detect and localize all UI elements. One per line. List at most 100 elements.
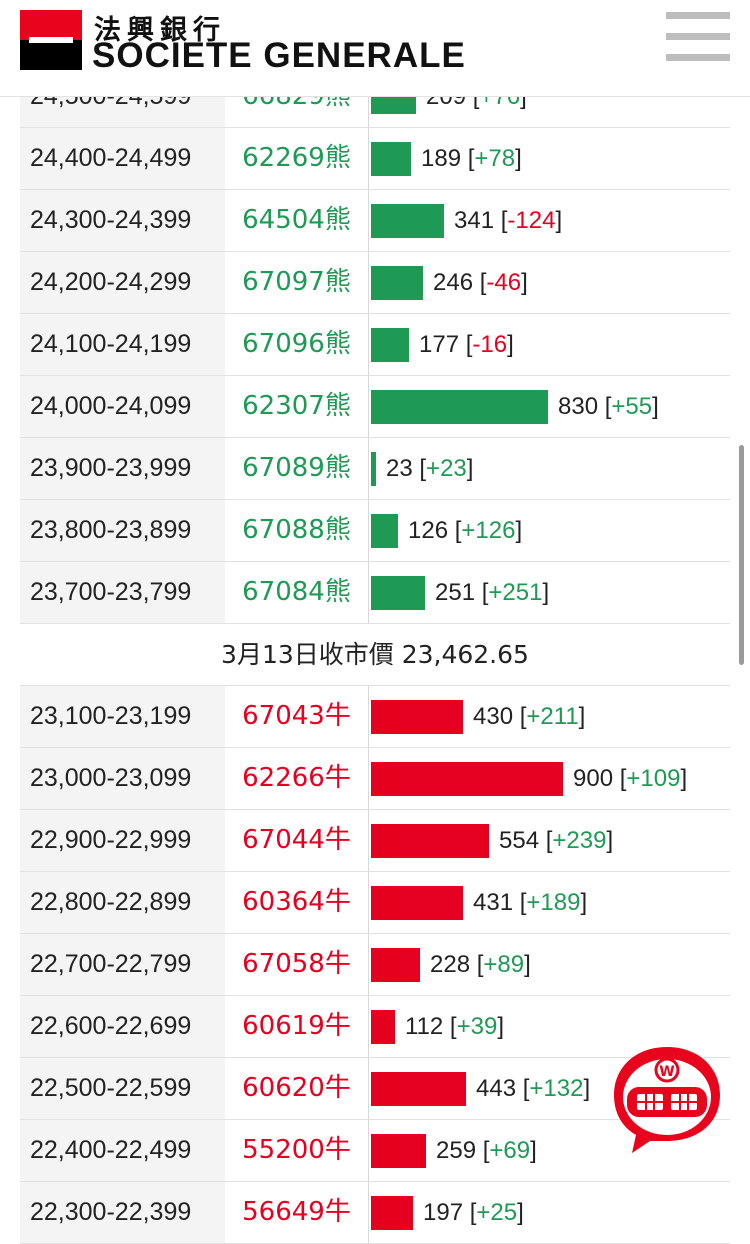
bear-table-row: 24,300-24,399 64504熊 341 [-124]	[20, 190, 730, 252]
bear-table-row: 24,400-24,499 62269熊 189 [+78]	[20, 128, 730, 190]
quantity-bar-cell: 228 [+89]	[368, 934, 730, 995]
quantity-value: 23	[386, 455, 413, 482]
bull-table-row: 22,300-22,399 56649牛 197 [+25]	[20, 1182, 730, 1244]
bull-table-row: 23,000-23,099 62266牛 900 [+109]	[20, 748, 730, 810]
societe-generale-logo-icon[interactable]	[20, 10, 82, 70]
quantity-value: 228	[430, 951, 471, 978]
bear-code-link[interactable]: 67088熊	[242, 515, 351, 545]
quantity-bar-cell: 341 [-124]	[368, 190, 730, 251]
chat-badge-letter: W	[659, 1064, 674, 1080]
strike-range: 23,900-23,999	[20, 438, 225, 499]
bull-table-row: 22,800-22,899 60364牛 431 [+189]	[20, 872, 730, 934]
bear-table-row: 24,200-24,299 67097熊 246 [-46]	[20, 252, 730, 314]
bear-code-link[interactable]: 67096熊	[242, 329, 351, 359]
bear-table-row: 24,000-24,099 62307熊 830 [+55]	[20, 376, 730, 438]
strike-range: 22,700-22,799	[20, 934, 225, 995]
quantity-bar-cell: 554 [+239]	[368, 810, 730, 871]
bear-quantity-bar	[371, 514, 398, 548]
quantity-label: 554 [+239]	[499, 827, 614, 854]
quantity-change: +251	[488, 579, 543, 606]
bull-code-link[interactable]: 60619牛	[242, 1011, 351, 1041]
quantity-value: 112	[405, 1013, 444, 1040]
quantity-label: 900 [+109]	[573, 765, 688, 792]
strike-range: 22,400-22,499	[20, 1120, 225, 1181]
quantity-bar-cell: 189 [+78]	[368, 128, 730, 189]
quantity-bar-cell: 197 [+25]	[368, 1182, 730, 1243]
quantity-label: 126 [+126]	[408, 517, 523, 544]
bull-code-link[interactable]: 60364牛	[242, 887, 351, 917]
quantity-change: +89	[483, 951, 525, 978]
quantity-value: 177	[419, 331, 460, 358]
bull-code-link[interactable]: 62266牛	[242, 763, 351, 793]
quantity-label: 431 [+189]	[473, 889, 588, 916]
bear-code-link[interactable]: 67097熊	[242, 267, 351, 297]
strike-range: 24,100-24,199	[20, 314, 225, 375]
bear-code-link[interactable]: 62269熊	[242, 143, 351, 173]
quantity-change: +78	[474, 145, 516, 172]
bear-code-link[interactable]: 62307熊	[242, 391, 351, 421]
quantity-bar-cell: 443 [+132]	[368, 1058, 730, 1119]
bull-code-link[interactable]: 56649牛	[242, 1197, 351, 1227]
bull-quantity-bar	[371, 1072, 466, 1106]
bear-quantity-bar	[371, 204, 444, 238]
quantity-bar-cell: 251 [+251]	[368, 562, 730, 623]
bull-table-row: 23,100-23,199 67043牛 430 [+211]	[20, 686, 730, 748]
strike-range: 24,300-24,399	[20, 190, 225, 251]
quantity-bar-cell: 112 [+39]	[368, 996, 730, 1057]
strike-range: 22,900-22,999	[20, 810, 225, 871]
quantity-bar-cell: 830 [+55]	[368, 376, 730, 437]
quantity-label: 341 [-124]	[454, 207, 563, 234]
quantity-value: 126	[408, 517, 449, 544]
bull-table-row: 22,900-22,999 67044牛 554 [+239]	[20, 810, 730, 872]
bear-table-row: 24,100-24,199 67096熊 177 [-16]	[20, 314, 730, 376]
bear-code-link[interactable]: 64504熊	[242, 205, 351, 235]
bull-quantity-bar	[371, 700, 463, 734]
bear-quantity-bar	[371, 266, 423, 300]
strike-range: 22,600-22,699	[20, 996, 225, 1057]
quantity-change: +69	[489, 1137, 531, 1164]
bear-quantity-bar	[371, 390, 548, 424]
bear-quantity-bar	[371, 328, 409, 362]
chat-bubble-icon[interactable]: W	[610, 1043, 724, 1155]
bear-code-link[interactable]: 67089熊	[242, 453, 351, 483]
bull-quantity-bar	[371, 1196, 413, 1230]
quantity-label: 259 [+69]	[436, 1137, 537, 1164]
quantity-value: 431	[473, 889, 514, 916]
bull-quantity-bar	[371, 1010, 395, 1044]
quantity-value: 341	[454, 207, 495, 234]
bull-code-link[interactable]: 67058牛	[242, 949, 351, 979]
quantity-change: +189	[526, 889, 581, 916]
quantity-value: 430	[473, 703, 514, 730]
bull-code-link[interactable]: 55200牛	[242, 1135, 351, 1165]
bull-quantity-bar	[371, 824, 489, 858]
bear-quantity-bar	[371, 452, 376, 486]
quantity-change: +109	[626, 765, 681, 792]
bull-table-row: 22,600-22,699 60619牛 112 [+39]	[20, 996, 730, 1058]
quantity-value: 259	[436, 1137, 477, 1164]
quantity-value: 246	[433, 269, 474, 296]
brand-name-english: SOCIETE GENERALE	[92, 36, 466, 75]
closing-price-row: 3月13日收市價 23,462.65	[20, 624, 730, 686]
hamburger-menu-button[interactable]	[666, 12, 730, 62]
quantity-bar-cell: 430 [+211]	[368, 686, 730, 747]
bull-code-link[interactable]: 67044牛	[242, 825, 351, 855]
quantity-label: 177 [-16]	[419, 331, 514, 358]
bull-code-link[interactable]: 67043牛	[242, 701, 351, 731]
quantity-change: -46	[486, 269, 522, 296]
quantity-value: 900	[573, 765, 614, 792]
quantity-bar-cell: 431 [+189]	[368, 872, 730, 933]
strike-range: 22,800-22,899	[20, 872, 225, 933]
bull-table-row: 22,400-22,499 55200牛 259 [+69]	[20, 1120, 730, 1182]
quantity-bar-cell: 177 [-16]	[368, 314, 730, 375]
bear-code-link[interactable]: 67084熊	[242, 577, 351, 607]
quantity-bar-cell: 23 [+23]	[368, 438, 730, 499]
page-scrollbar[interactable]	[739, 445, 744, 665]
quantity-label: 189 [+78]	[421, 145, 522, 172]
bear-table-row: 23,800-23,899 67088熊 126 [+126]	[20, 500, 730, 562]
bull-table-row: 22,700-22,799 67058牛 228 [+89]	[20, 934, 730, 996]
quantity-change: -124	[507, 207, 556, 234]
quantity-change: +25	[476, 1199, 518, 1226]
menu-line	[666, 54, 730, 61]
bull-code-link[interactable]: 60620牛	[242, 1073, 351, 1103]
strike-range: 24,000-24,099	[20, 376, 225, 437]
